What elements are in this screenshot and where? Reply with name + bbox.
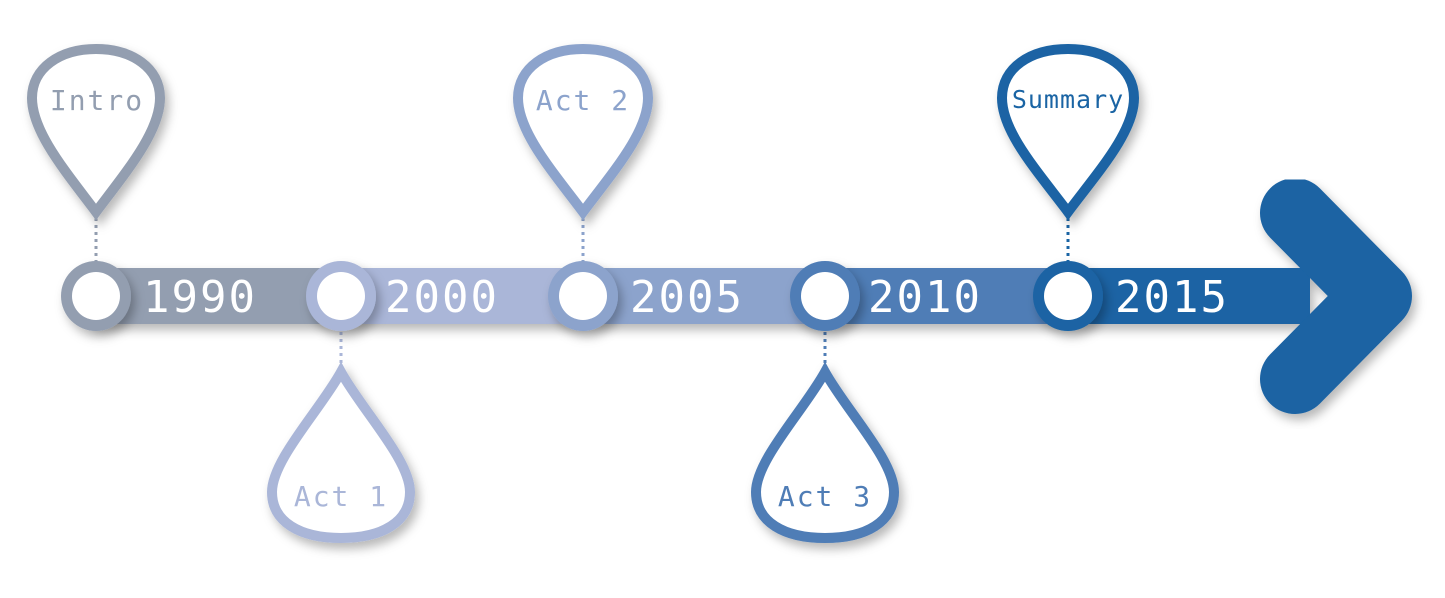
pin-label-summary: Summary [1012,85,1124,114]
arrow-head [1260,178,1412,414]
milestone-dot-2005 [559,272,607,320]
year-label-2015: 2015 [1115,272,1229,323]
milestone-dot-2015 [1044,272,1092,320]
pin-act1 [266,361,416,544]
year-label-1990: 1990 [143,272,257,323]
milestone-circle-centers [72,272,1092,320]
pin-summary [996,43,1140,221]
pin-act2 [512,43,654,221]
milestone-dot-2000 [317,272,365,320]
pin-labels: Intro Act 1 Act 2 Act 3 Summary [50,84,1124,513]
milestone-dot-2010 [801,272,849,320]
pin-label-act2: Act 2 [536,84,630,117]
year-labels: 1990 2000 2005 2010 2015 [143,272,1229,323]
year-label-2005: 2005 [630,272,744,323]
year-label-2000: 2000 [385,272,499,323]
pins [26,43,1140,544]
pin-label-act3: Act 3 [778,480,872,513]
bar-segment-2010 [820,268,1070,324]
connectors [94,218,1070,372]
pin-intro [26,43,166,221]
milestone-dot-1990 [72,272,120,320]
pin-act3 [750,361,900,544]
pin-label-act1: Act 1 [294,480,388,513]
bar-segment-2005 [580,268,830,324]
pin-label-intro: Intro [50,84,144,117]
year-label-2010: 2010 [868,272,982,323]
